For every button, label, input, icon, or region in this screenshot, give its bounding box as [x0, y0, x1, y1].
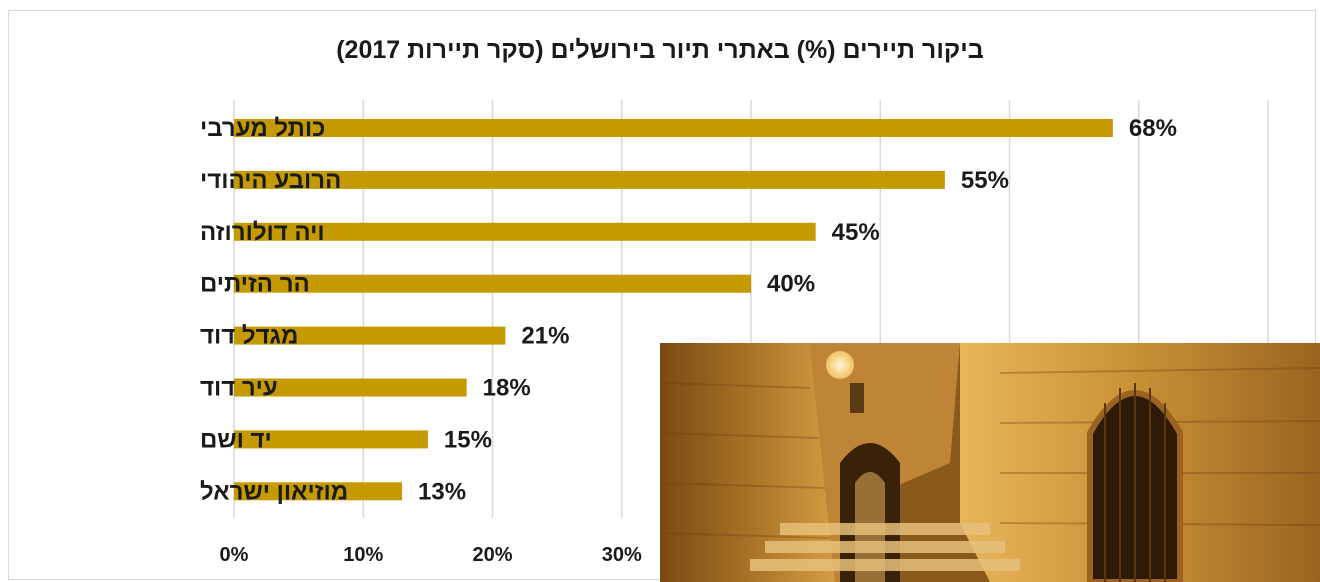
data-label: 21% [521, 323, 569, 350]
category-label: הר הזיתים [200, 271, 310, 298]
bar [234, 170, 945, 189]
data-label: 18% [483, 375, 531, 402]
x-tick-label: 20% [472, 544, 512, 566]
labels: 0% 10% 20% 30% כותל מערבי 68% הרובע היהודי 55% ו… [200, 115, 1177, 566]
bar [234, 326, 506, 345]
data-label: 45% [832, 219, 880, 246]
category-label: יד ושם [200, 426, 272, 453]
bar [234, 430, 428, 449]
chart-title: ביקור תיירים (%) באתרי תיור בירושלים (סק… [336, 36, 984, 64]
category-label: ויה דולורוזה [200, 219, 325, 246]
bars [234, 119, 1113, 501]
x-tick-label: 0% [220, 544, 249, 566]
data-label: 15% [444, 426, 492, 453]
category-label: עיר דוד [200, 375, 278, 402]
data-label: 40% [767, 271, 815, 298]
data-label: 68% [1129, 115, 1177, 142]
bar [234, 119, 1113, 137]
jerusalem-alley-photo [660, 343, 1320, 582]
bar [234, 222, 816, 241]
data-label: 13% [418, 478, 466, 505]
category-label: מגדל דוד [200, 323, 298, 350]
category-label: הרובע היהודי [200, 167, 341, 194]
x-tick-label: 30% [602, 544, 642, 566]
x-tick-label: 10% [343, 544, 383, 566]
bar [234, 482, 403, 501]
category-label: כותל מערבי [200, 115, 325, 142]
bar [234, 378, 467, 397]
bar [234, 274, 751, 293]
category-label: מוזיאון ישראל [200, 478, 348, 505]
data-label: 55% [961, 167, 1009, 194]
